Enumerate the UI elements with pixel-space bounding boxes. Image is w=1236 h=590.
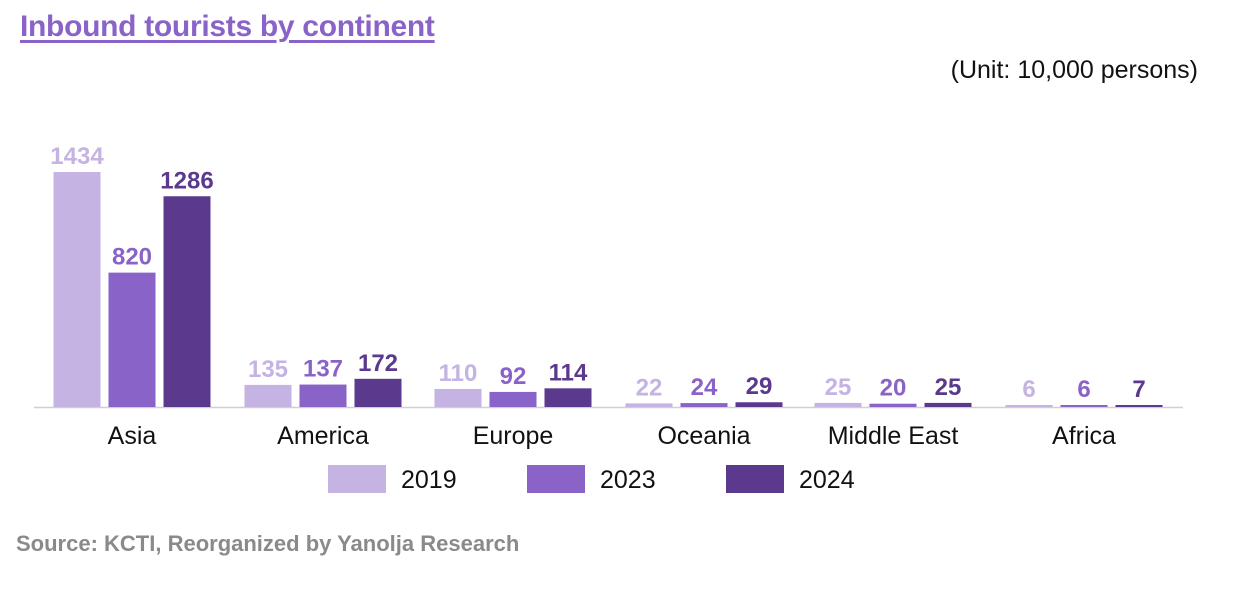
x-tick-label: America [277,422,369,450]
data-label: 22 [636,374,663,401]
legend-swatch-2019 [328,465,386,493]
bar-africa-2023 [1060,405,1108,407]
x-tick-label: Africa [1052,422,1116,450]
legend-swatch-2024 [726,465,784,493]
bar-asia-2019 [53,172,101,407]
data-label: 172 [358,350,398,377]
bar-europe-2023 [489,391,537,407]
data-label: 6 [1022,376,1035,403]
x-tick-label: Asia [108,422,157,450]
source-note: Source: KCTI, Reorganized by Yanolja Res… [16,531,520,556]
bar-chart: 1434 820 1286 Asia 135 137 172 America 110 92 114 E… [34,143,1183,494]
chart-title: Inbound tourists by continent [20,10,435,43]
data-label: 6 [1077,376,1090,403]
data-label: 24 [691,374,718,401]
bar-asia-2023 [108,272,156,407]
legend-label: 2024 [799,466,855,494]
data-label: 29 [746,373,773,400]
legend-label: 2023 [600,466,656,494]
data-label: 1434 [50,143,104,170]
data-label: 25 [935,374,962,401]
bar-america-2024 [354,378,402,407]
legend-swatch-2023 [527,465,585,493]
bar-oceania-2023 [680,403,728,407]
data-label: 92 [500,363,527,390]
data-label: 25 [825,374,852,401]
data-label: 1286 [160,167,213,194]
legend-label: 2019 [401,466,457,494]
bar-america-2019 [244,384,292,407]
data-label: 135 [248,356,288,383]
bar-europe-2019 [434,388,482,407]
data-label: 110 [439,360,478,387]
unit-label: (Unit: 10,000 persons) [950,56,1198,84]
data-label: 7 [1132,376,1145,403]
x-tick-label: Oceania [657,422,750,450]
bar-america-2023 [299,384,347,407]
bar-middle-east-2023 [869,403,917,407]
x-tick-label: Europe [473,422,554,450]
data-label: 137 [303,356,343,383]
bar-africa-2019 [1005,405,1053,407]
x-tick-label: Middle East [828,422,959,450]
bar-oceania-2019 [625,403,673,407]
bar-asia-2024 [163,196,211,407]
data-label: 820 [112,244,152,271]
bar-middle-east-2019 [814,402,862,407]
bar-middle-east-2024 [924,402,972,407]
data-label: 20 [880,375,907,402]
data-label: 114 [549,359,588,386]
bar-oceania-2024 [735,402,783,407]
bar-europe-2024 [544,388,592,407]
bar-africa-2024 [1115,405,1163,407]
